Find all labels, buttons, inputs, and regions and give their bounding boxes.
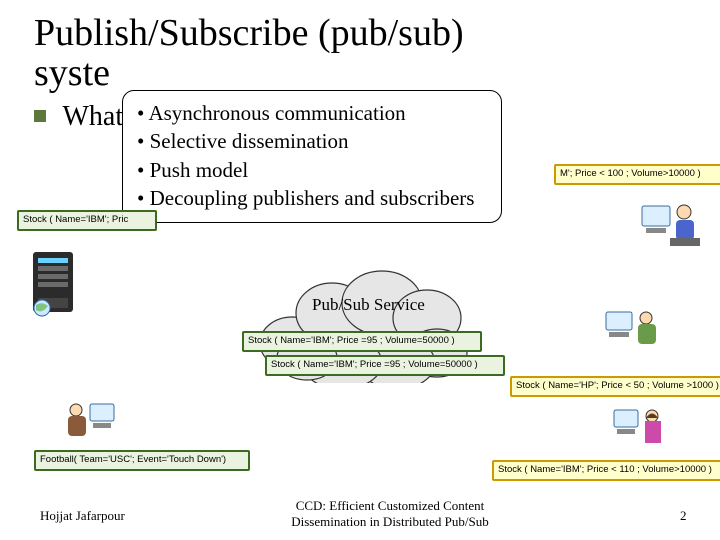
bubble-item: Decoupling publishers and subscribers [137,184,487,212]
publication-box: Stock ( Name='IBM'; Pric [17,210,157,231]
user-at-computer-icon [60,398,118,448]
title-line1: Publish/Subscribe (pub/sub) [34,14,464,54]
bubble-item: Selective dissemination [137,127,487,155]
subscriber-filter-box: Stock ( Name='HP'; Price < 50 ; Volume >… [510,376,720,397]
footer-center: CCD: Efficient Customized Content Dissem… [260,498,520,530]
subscriber-filter-box: M'; Price < 100 ; Volume>10000 ) [554,164,720,185]
title-line2: syste [34,54,464,94]
cloud-label: Pub/Sub Service [312,295,425,315]
subhead-text: What [63,101,124,132]
footer-line1: CCD: Efficient Customized Content [260,498,520,514]
server-icon [28,248,78,318]
footer-pagenum: 2 [680,508,687,524]
user-at-computer-icon [612,404,672,454]
user-at-computer-icon [604,306,664,358]
footer-author: Hojjat Jafarpour [40,508,125,524]
user-at-computer-icon [640,198,702,254]
bubble-item: Push model [137,156,487,184]
subhead: What [34,101,123,133]
publication-box: Football( Team='USC'; Event='Touch Down'… [34,450,250,471]
callout-bubble: Asynchronous communication Selective dis… [122,90,502,223]
bullet-square-icon [34,110,46,122]
publication-box: Stock ( Name='IBM'; Price =95 ; Volume=5… [242,331,482,352]
footer-line2: Dissemination in Distributed Pub/Sub [260,514,520,530]
subscriber-filter-box: Stock ( Name='IBM'; Price < 110 ; Volume… [492,460,720,481]
publication-box: Stock ( Name='IBM'; Price =95 ; Volume=5… [265,355,505,376]
bubble-item: Asynchronous communication [137,99,487,127]
slide-title: Publish/Subscribe (pub/sub) syste [34,14,464,94]
